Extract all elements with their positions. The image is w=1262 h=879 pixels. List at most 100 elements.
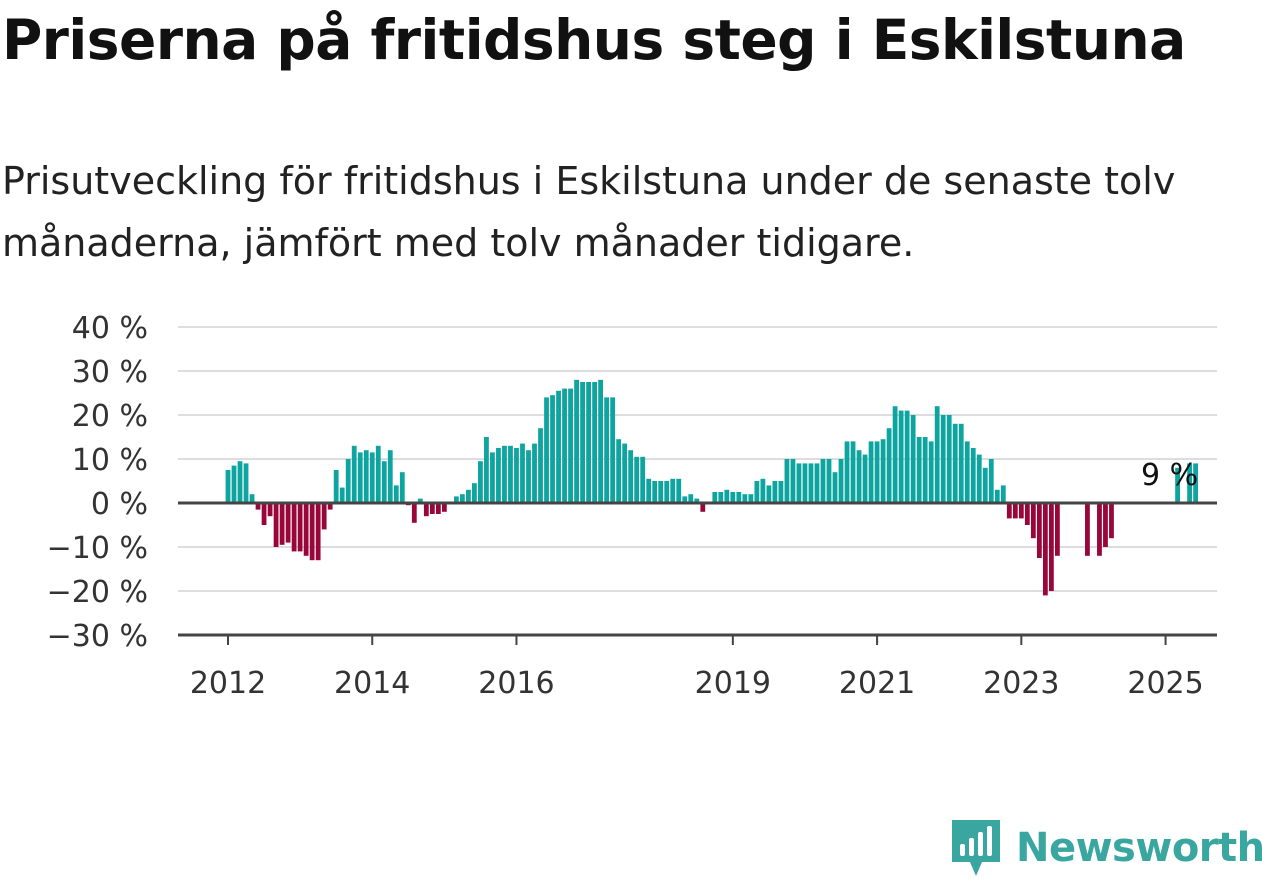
bar-negative [435,503,441,514]
bar-negative [1042,503,1048,596]
bar-positive [802,463,808,503]
bar-positive [808,463,814,503]
bar-positive [682,496,688,503]
bar-positive [556,390,561,503]
bar-positive [898,410,904,503]
bar-negative [297,503,303,552]
bar-positive [466,489,471,503]
bar-negative [261,503,267,525]
bar-negative [255,503,261,510]
bar-positive [910,415,916,503]
bar-positive [766,485,772,503]
bar-positive [514,448,519,503]
bar-positive [574,379,579,503]
bar-positive [610,397,616,503]
bar-positive [490,452,495,503]
bar-negative [321,503,327,530]
bar-positive [532,443,537,503]
bar-negative [327,503,333,510]
bar-negative [1018,503,1024,519]
bar-positive [670,478,676,503]
bar-positive [550,395,555,503]
bar-positive [459,494,465,503]
x-tick-label: 2021 [839,666,915,701]
x-tick-label: 2014 [334,666,410,701]
bar-positive [886,428,892,503]
bar-negative [1036,503,1042,558]
bar-positive [712,492,718,503]
bar-positive [916,437,922,503]
bar-positive [844,441,850,503]
bar-positive [592,382,598,503]
bar-positive [688,494,694,503]
bar-positive [952,423,958,503]
bar-positive [616,439,622,503]
bar-positive [363,450,369,503]
bar-positive [249,494,255,503]
bar-positive [502,445,507,503]
bar-positive [1175,467,1180,503]
bar-positive [496,448,501,503]
bar-positive [622,443,628,503]
bar-positive [874,441,880,503]
bar-positive [562,388,567,503]
bar-negative [1024,503,1030,525]
bar-positive [393,485,399,503]
bar-positive [976,454,982,503]
bar-positive [922,437,928,503]
bar-negative [1097,503,1102,556]
y-tick-label: 40 % [72,311,148,346]
brand-logo: Newsworthy [950,818,1262,878]
bar-positive [658,481,664,503]
chart-subtitle: Prisutveckling för fritidshus i Eskilstu… [2,159,1176,265]
bar-positive [399,472,405,503]
bar-positive [484,437,489,503]
y-tick-label: −20 % [47,575,148,610]
bar-positive [826,459,832,503]
bar-negative [291,503,297,552]
bar-positive [982,467,988,503]
x-tick-label: 2016 [478,666,554,701]
bar-positive [784,459,790,503]
bar-positive [940,415,946,503]
bar-negative [1054,503,1060,556]
bar-negative [267,503,273,517]
bar-positive [694,498,700,503]
bar-positive [417,498,423,503]
bar-positive [237,461,243,503]
y-tick-label: 10 % [72,443,148,478]
bar-positive [664,481,670,503]
y-tick-label: 0 % [91,487,148,522]
bar-positive [742,494,748,503]
y-tick-label: 20 % [72,399,148,434]
brand-name: Newsworthy [1016,825,1262,871]
bar-positive [994,489,1000,503]
bar-positive [243,463,249,503]
bar-positive [880,439,886,503]
bar-positive [369,452,375,503]
bar-positive [964,441,970,503]
bar-positive [790,459,796,503]
bar-positive [472,483,477,503]
bar-positive [868,441,874,503]
bar-negative [285,503,291,543]
x-tick-label: 2012 [190,666,266,701]
bar-positive [988,459,994,503]
bar-positive [760,478,766,503]
bar-positive [478,461,483,503]
bar-negative [1006,503,1012,519]
bar-positive [778,481,784,503]
bar-positive [375,445,381,503]
bar-positive [339,487,345,503]
axes [178,501,1217,645]
bar-positive [520,443,525,503]
bar-positive [754,481,760,503]
bar-positive [640,456,646,503]
bar-positive [225,470,231,503]
x-tick-label: 2023 [983,666,1059,701]
bar-positive [387,450,393,503]
bar-positive [832,472,838,503]
bar-negative [429,503,435,514]
bar-positive [838,459,844,503]
